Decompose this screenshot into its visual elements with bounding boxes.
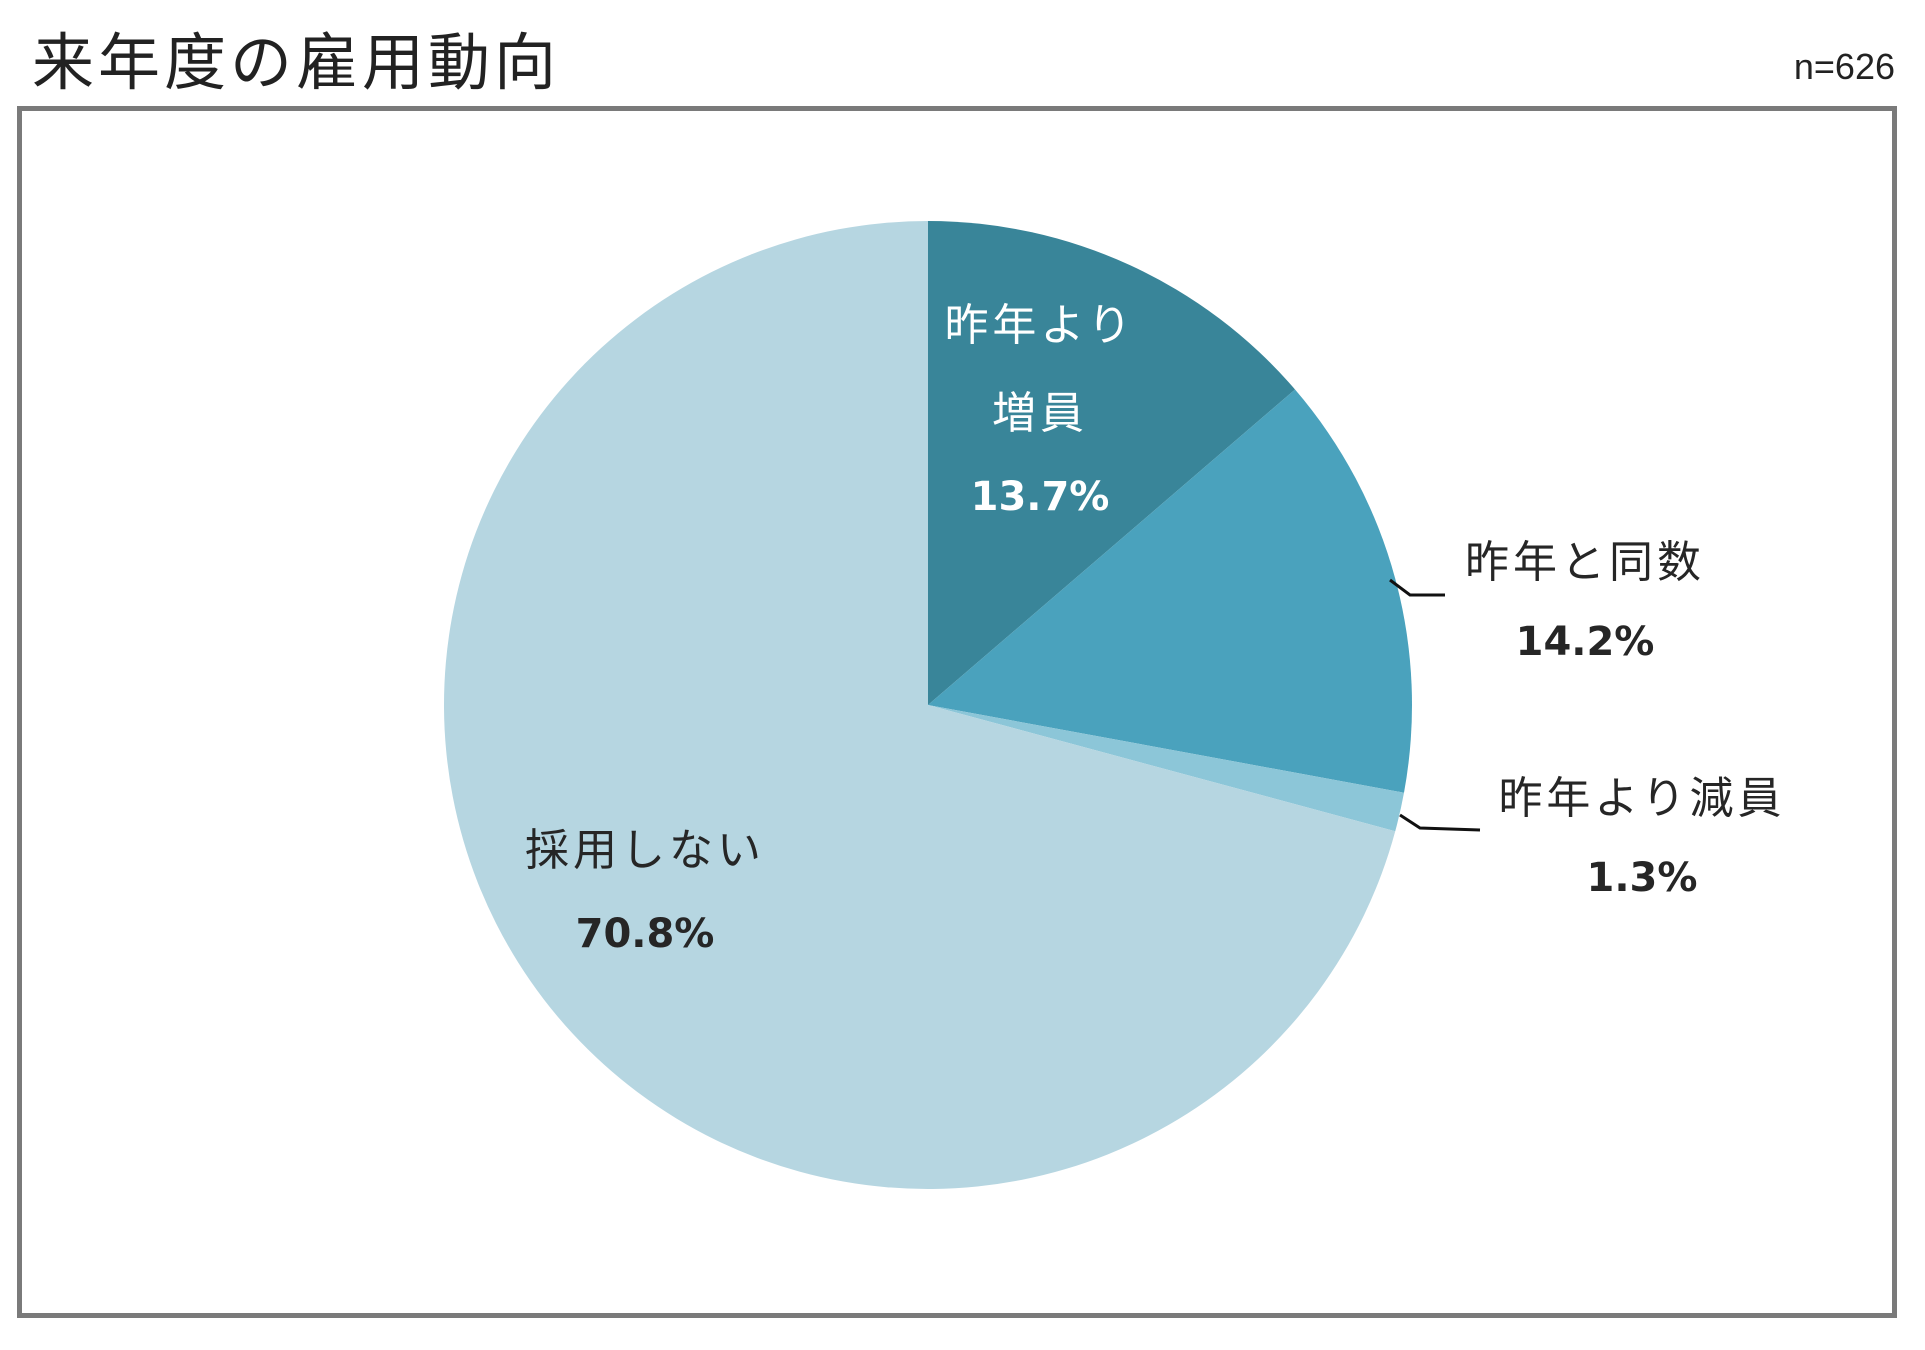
sample-size-note: n=626 [1793,46,1895,87]
slice-value-label-3: 1.3% [1587,855,1698,901]
slice-value-label-4: 70.8% [576,911,715,957]
pie-slices [443,221,1413,1189]
leader-lines [1389,578,1481,832]
slice-value-label-2: 14.2% [1516,619,1655,665]
pie-slice-1 [928,221,1296,705]
pie-slice-4 [443,221,1396,1189]
slice-label-2-line-1: 昨年と同数 [1465,537,1705,588]
leader-line-2 [1389,578,1445,597]
slice-label-4-line-1: 採用しない [525,825,765,876]
slice-label-1-line-2: 増員 [992,388,1088,439]
slice-label-1-line-1: 昨年より [944,300,1135,351]
leader-line-3 [1399,813,1481,832]
pie-slice-2 [928,389,1413,793]
slice-label-3-line-1: 昨年より減員 [1498,773,1785,824]
slice-value-label-1: 13.7% [971,474,1110,520]
pie-slice-3 [928,705,1404,832]
chart-title: 来年度の雇用動向 [32,26,561,99]
